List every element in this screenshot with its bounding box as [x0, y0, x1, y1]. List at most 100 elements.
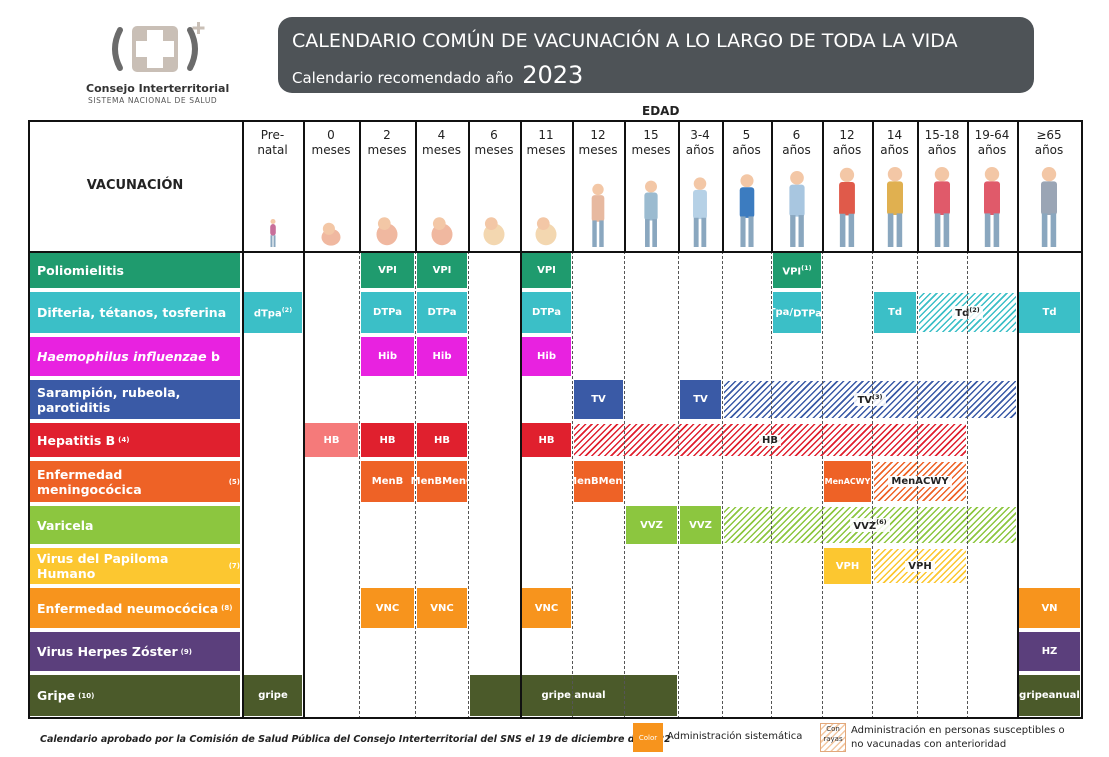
- dose-text: Td: [888, 307, 902, 318]
- age-unit: meses: [526, 143, 566, 157]
- dose-text: DTPa: [373, 307, 402, 318]
- dose-text: VPI: [378, 265, 397, 276]
- vacunacion-heading: VACUNACIÓN: [86, 178, 184, 193]
- dose-text: TV: [591, 394, 606, 405]
- dose-label: HB: [434, 434, 450, 447]
- vaccine-dose-cell: MenB MenC: [567, 461, 630, 502]
- dose-text: dTpa/: [761, 307, 794, 318]
- dose-text: VPI: [537, 265, 556, 276]
- hatched-range: MenACWY: [874, 462, 966, 501]
- dose-label-line2: DTPa(2): [793, 304, 832, 320]
- age-unit: años: [880, 143, 909, 157]
- vaccine-footnote: (7): [228, 562, 240, 570]
- vaccine-dose-cell: MenB: [361, 461, 414, 502]
- age-value: 4: [437, 128, 446, 142]
- dose-text: VPI: [432, 265, 452, 276]
- dose-label: TV: [591, 393, 606, 406]
- vaccine-dose-cell: HB: [522, 423, 571, 457]
- age-unit: años: [685, 143, 715, 157]
- vaccine-name: Difteria, tétanos, tosferina: [37, 305, 227, 320]
- age-unit: meses: [474, 143, 514, 157]
- dose-label: HB: [380, 434, 396, 447]
- vaccine-row-label: Varicela: [30, 506, 240, 544]
- dose-label: VNC: [376, 602, 399, 615]
- age-value: 12: [839, 128, 855, 142]
- dose-label: dTpa/: [762, 306, 794, 319]
- vaccine-footnote: (5): [228, 477, 240, 486]
- dose-text: anual: [1048, 690, 1080, 701]
- dose-text: Hib: [378, 351, 397, 362]
- vaccine-dose-cell: HB: [305, 423, 358, 457]
- dose-footnote: (1): [801, 264, 812, 273]
- vaccine-dose-cell: TV: [680, 380, 721, 419]
- vaccine-dose-cell: HZ: [1019, 632, 1080, 671]
- dose-text: Td: [1042, 307, 1057, 318]
- hatched-range: VPH: [874, 549, 966, 583]
- hatched-text: VVZ: [853, 520, 877, 532]
- column-divider-dotted: [872, 251, 873, 719]
- age-value: 14: [886, 128, 903, 142]
- age-unit: meses: [367, 143, 407, 157]
- dose-label: HZ: [1042, 645, 1058, 658]
- dose-text: HB: [538, 434, 555, 446]
- person-figure-icon: [376, 217, 398, 246]
- vaccine-row-label: Virus del Papiloma Humano (7): [30, 548, 240, 584]
- dose-label: Hib: [378, 350, 397, 363]
- age-value: 12: [590, 128, 606, 142]
- person-figure-icon: [984, 167, 1000, 247]
- hatched-footnote: (3): [872, 392, 883, 401]
- dose-label: VPI(1): [782, 262, 811, 278]
- vaccine-dose-cell: gripe anual: [1019, 675, 1080, 716]
- person-figure-icon: [431, 217, 452, 246]
- dose-text: gripe: [258, 690, 288, 701]
- approval-note: Calendario aprobado por la Comisión de S…: [40, 734, 671, 745]
- vaccine-name: Sarampión, rubeola, parotiditis: [37, 384, 181, 415]
- page-subtitle: Calendario recomendado año 2023: [292, 61, 583, 89]
- dose-label: VPI: [433, 264, 452, 277]
- dose-text: DTPa: [793, 308, 823, 320]
- age-unit: años: [927, 143, 957, 157]
- column-divider-dotted: [822, 251, 823, 719]
- column-divider-top: [771, 120, 773, 251]
- dose-label: gripe: [1019, 689, 1048, 702]
- vaccine-dose-cell: MenACWY: [824, 461, 871, 502]
- vaccine-name: Enfermedad neumocócica: [37, 600, 219, 616]
- dose-text: VNC: [430, 602, 454, 614]
- vaccine-name: Virus Herpes Zóster: [37, 644, 178, 659]
- dose-label: Td: [888, 306, 902, 319]
- vaccine-row-label: Gripe (10): [30, 675, 240, 716]
- vaccine-row-label: Sarampión, rubeola, parotiditis: [30, 380, 240, 419]
- age-column-heading: 14 años: [872, 128, 917, 158]
- age-unit: años: [977, 143, 1007, 157]
- org-subtitle: SISTEMA NACIONAL DE SALUD: [88, 96, 218, 105]
- age-column-heading: 2 meses: [359, 128, 415, 158]
- vaccine-dose-cell: dTpa/DTPa(2): [762, 292, 832, 333]
- vaccination-table: VACUNACIÓN Pre-natal 0 meses 2 meses 4 meses 6 m…: [28, 120, 1083, 719]
- vaccine-name: Haemophilus influenzae: [37, 349, 207, 364]
- dose-text: VPH: [835, 560, 860, 572]
- vaccine-dose-cell: VN: [1019, 588, 1080, 628]
- vaccine-name-suffix: b: [206, 349, 220, 364]
- org-name: Consejo Interterritorial: [86, 82, 230, 95]
- age-unit: años: [732, 143, 761, 157]
- hatched-text: Td: [955, 308, 970, 320]
- column-divider-top: [678, 120, 680, 251]
- dose-text: HB: [379, 434, 396, 446]
- hatched-text: MenACWY: [891, 476, 949, 487]
- column-divider-solid: [242, 120, 244, 719]
- age-value: 5: [742, 128, 751, 142]
- dose-text: TV: [693, 394, 708, 405]
- dose-text: VNC: [534, 602, 559, 614]
- dose-text: MenACWY: [824, 477, 871, 486]
- dose-label: VPI: [537, 264, 556, 277]
- dose-text: Hib: [432, 351, 452, 362]
- page-title: CALENDARIO COMÚN DE VACUNACIÓN A LO LARG…: [292, 30, 958, 52]
- column-divider-dotted: [624, 251, 625, 719]
- age-value: 6: [792, 128, 801, 142]
- dose-text: MenC: [598, 476, 630, 487]
- vaccine-dose-cell: VNC: [417, 588, 467, 628]
- dose-text: MenB: [371, 476, 404, 487]
- vaccine-dose-cell: VPI(1): [773, 253, 821, 288]
- vaccine-dose-cell: VVZ: [626, 506, 677, 544]
- dose-label: VPH: [836, 560, 859, 573]
